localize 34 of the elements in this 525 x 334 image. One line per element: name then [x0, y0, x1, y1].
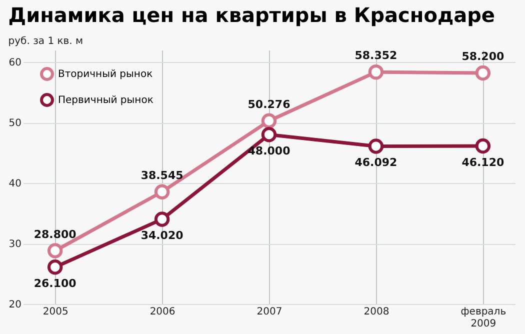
y-tick-label: 50 — [8, 118, 22, 130]
y-tick-label: 60 — [8, 58, 22, 69]
data-label: 50.276 — [248, 98, 291, 111]
y-axis-title: руб. за 1 кв. м — [8, 36, 84, 47]
data-label: 28.800 — [34, 228, 77, 241]
point — [47, 260, 63, 275]
data-label: 38.545 — [140, 168, 184, 182]
x-tick-label: 2008 — [364, 306, 390, 318]
x-tick-label: 2006 — [150, 306, 176, 318]
point — [154, 212, 170, 227]
legend-label: Вторичный рынок — [58, 69, 153, 80]
point — [261, 113, 277, 129]
x-tick-label: февраль 2009 — [460, 306, 506, 330]
point — [154, 184, 170, 200]
data-label: 34.020 — [140, 229, 184, 242]
point — [47, 243, 63, 258]
data-label: 58.352 — [354, 49, 398, 62]
chart-title: Динамика цен на квартиры в Краснодаре — [8, 3, 495, 27]
point — [261, 127, 277, 142]
y-tick-label: 20 — [8, 300, 22, 310]
y-tick-label: 40 — [8, 178, 22, 190]
data-label: 26.100 — [34, 277, 77, 290]
y-tick-label: 30 — [8, 239, 22, 250]
data-label: 58.200 — [462, 50, 504, 63]
point — [368, 138, 384, 154]
point — [368, 64, 384, 80]
data-label: 48.000 — [248, 144, 291, 158]
legend-label: Первичный рынок — [58, 95, 154, 106]
point — [475, 65, 491, 81]
point — [475, 138, 491, 154]
x-tick-label: 2005 — [42, 306, 68, 318]
data-label: 46.120 — [462, 156, 504, 170]
data-label: 46.092 — [354, 156, 398, 170]
x-tick-label: 2007 — [256, 306, 282, 318]
